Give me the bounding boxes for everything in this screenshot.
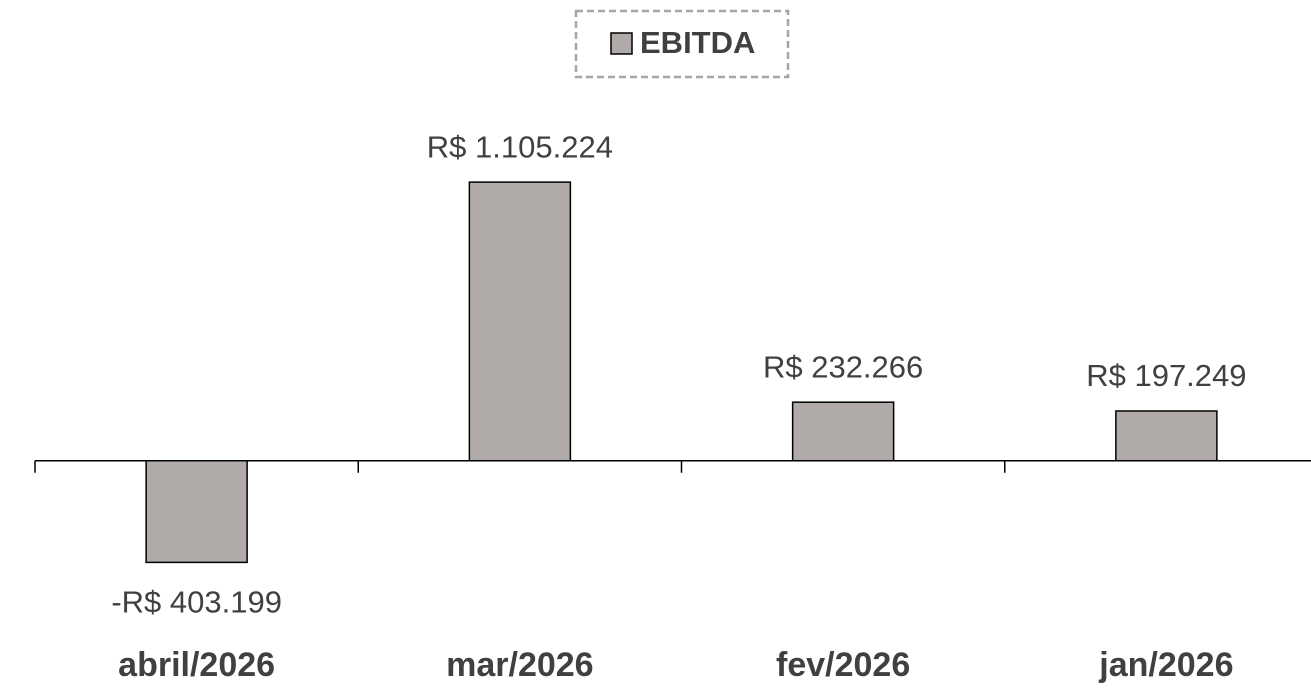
data-label: R$ 1.105.224 bbox=[427, 129, 613, 164]
x-tick-label: mar/2026 bbox=[446, 646, 593, 684]
data-label: R$ 197.249 bbox=[1086, 358, 1246, 393]
bar bbox=[1115, 410, 1218, 462]
data-label: -R$ 403.199 bbox=[111, 585, 282, 620]
legend-box bbox=[574, 9, 790, 79]
legend-label: EBITDA bbox=[640, 25, 755, 60]
x-tick-label: abril/2026 bbox=[118, 646, 275, 684]
legend-swatch bbox=[610, 32, 633, 55]
x-tick-label: fev/2026 bbox=[776, 646, 910, 684]
data-label: R$ 232.266 bbox=[763, 349, 923, 384]
bar bbox=[468, 181, 572, 462]
x-tick-label: jan/2026 bbox=[1098, 646, 1233, 684]
bar bbox=[145, 459, 248, 564]
bar bbox=[791, 401, 895, 462]
